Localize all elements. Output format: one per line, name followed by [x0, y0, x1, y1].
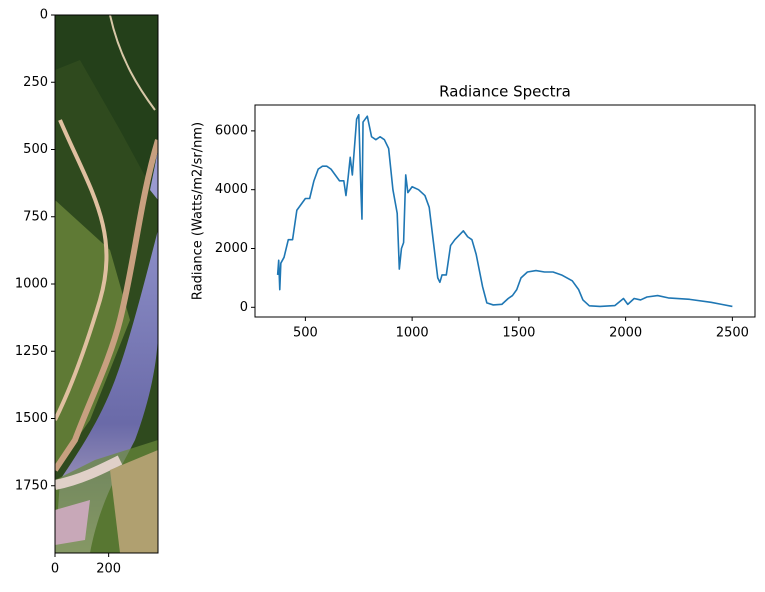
y-tick-label: 0: [240, 300, 248, 315]
x-tick-label: 2500: [716, 326, 749, 341]
y-tick-label: 1250: [15, 344, 48, 359]
y-tick-label: 0: [40, 8, 48, 23]
x-tick-label: 1500: [502, 326, 535, 341]
chart-title: Radiance Spectra: [439, 83, 571, 101]
y-tick-label: 2000: [215, 241, 248, 256]
y-tick-label: 1750: [15, 478, 48, 493]
x-tick-label: 1000: [396, 326, 429, 341]
y-tick-label: 4000: [215, 182, 248, 197]
y-tick-label: 750: [23, 209, 48, 224]
y-tick-label: 1500: [15, 411, 48, 426]
y-tick-label: 250: [23, 75, 48, 90]
plot-frame: [254, 104, 756, 318]
y-tick-label: 500: [23, 142, 48, 157]
image: [55, 15, 158, 553]
y-tick-label: 6000: [215, 123, 248, 138]
x-tick-label: 200: [96, 562, 121, 577]
y-axis-label: Radiance (Watts/m2/sr/nm): [191, 122, 206, 300]
y-tick-label: 1000: [15, 277, 48, 292]
x-tick-label: 0: [51, 562, 59, 577]
line-series: [276, 113, 733, 308]
x-tick-label: 500: [293, 326, 318, 341]
x-tick-label: 2000: [609, 326, 642, 341]
